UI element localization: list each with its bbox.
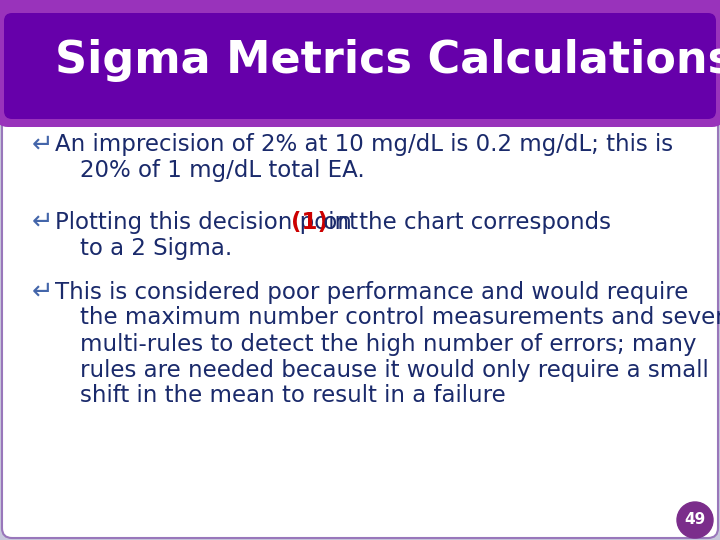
- Text: rules are needed because it would only require a small: rules are needed because it would only r…: [80, 359, 708, 381]
- Text: ↵: ↵: [32, 209, 53, 235]
- Text: Sigma Metrics Calculations: Sigma Metrics Calculations: [55, 38, 720, 82]
- Text: ↵: ↵: [32, 132, 53, 158]
- Text: (1): (1): [292, 211, 328, 233]
- FancyBboxPatch shape: [4, 13, 716, 119]
- FancyBboxPatch shape: [0, 0, 720, 127]
- Text: shift in the mean to result in a failure: shift in the mean to result in a failure: [80, 384, 505, 408]
- FancyBboxPatch shape: [2, 116, 718, 538]
- Text: 49: 49: [685, 512, 706, 528]
- Text: multi-rules to detect the high number of errors; many: multi-rules to detect the high number of…: [80, 333, 696, 355]
- Text: ↵: ↵: [32, 279, 53, 305]
- Circle shape: [677, 502, 713, 538]
- Text: Plotting this decision point: Plotting this decision point: [55, 211, 365, 233]
- Text: 20% of 1 mg/dL total EA.: 20% of 1 mg/dL total EA.: [80, 159, 365, 183]
- Text: on the chart corresponds: on the chart corresponds: [316, 211, 611, 233]
- Text: to a 2 Sigma.: to a 2 Sigma.: [80, 237, 233, 260]
- Text: the maximum number control measurements and several: the maximum number control measurements …: [80, 307, 720, 329]
- Text: This is considered poor performance and would require: This is considered poor performance and …: [55, 280, 688, 303]
- Text: An imprecision of 2% at 10 mg/dL is 0.2 mg/dL; this is: An imprecision of 2% at 10 mg/dL is 0.2 …: [55, 133, 673, 157]
